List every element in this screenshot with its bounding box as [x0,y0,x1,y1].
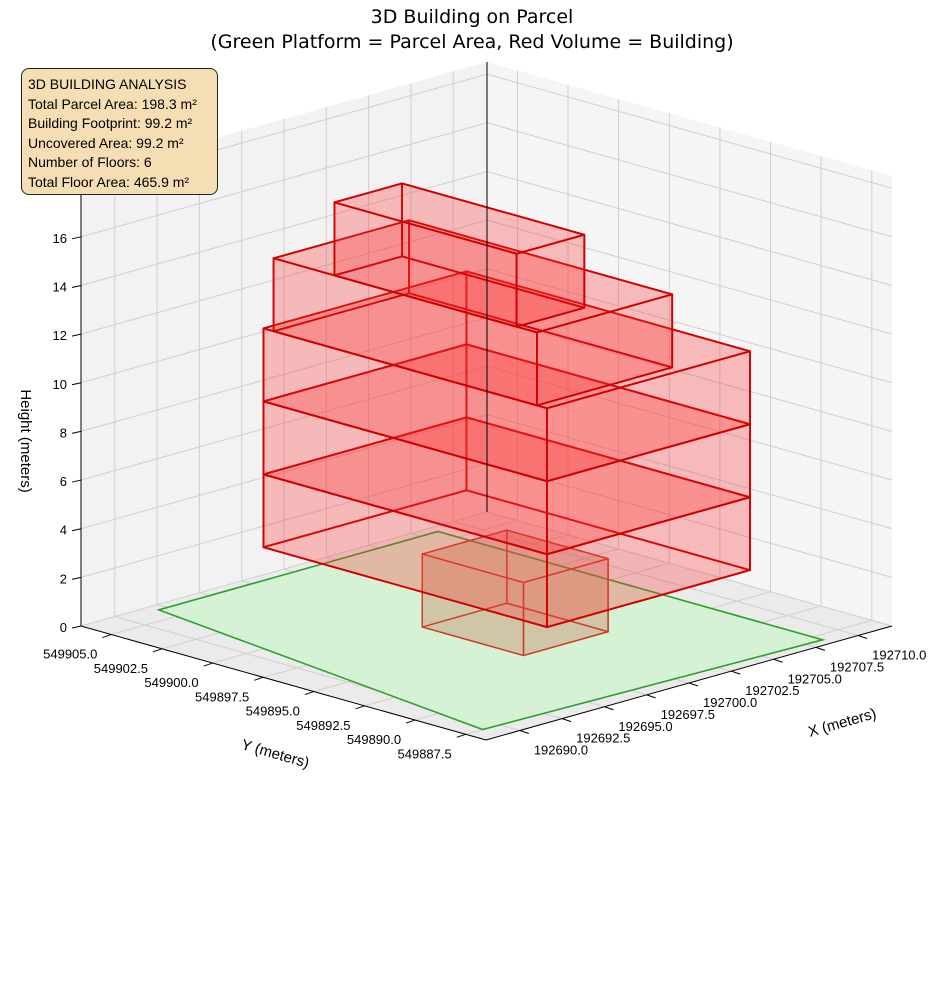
z-tick-label: 12 [53,328,67,343]
z-tick-label: 2 [60,571,67,586]
x-tick-label: 192690.0 [534,743,588,758]
x-tick [519,730,529,734]
parcel-platform [156,530,826,731]
x-tick-label: 192700.0 [703,695,757,710]
box-face [421,529,609,584]
y-tick [304,691,315,696]
z-tick-label: 8 [60,425,67,440]
z-tick [71,236,82,240]
z-tick [71,479,82,483]
y-tick [152,648,163,653]
chart-title: 3D Building on Parcel [370,6,574,28]
z-tick [71,576,82,580]
z-tick [71,625,82,629]
z-tick [71,284,82,288]
z-axis-label: Height (meters) [17,389,34,492]
info-heading: 3D BUILDING ANALYSIS [28,76,187,92]
z-tick-label: 16 [53,231,67,246]
y-axis-label: Y (meters) [239,736,311,772]
y-axis-line [80,625,487,741]
z-tick [71,382,82,386]
z-tick-label: 0 [60,620,67,635]
y-tick-label: 549887.5 [398,746,452,761]
axes-layer: 192690.0192692.5192695.0192697.5192700.0… [17,62,926,772]
x-tick-label: 192710.0 [872,648,926,663]
z-tick [71,430,82,434]
ground-floor-volume [421,529,609,657]
z-tick-label: 4 [60,523,67,538]
x-tick [858,635,868,639]
floor-volume-5 [333,182,586,328]
y-tick-label: 549897.5 [195,689,249,704]
z-tick [71,528,82,532]
x-axis-label: X (meters) [806,705,878,741]
info-line-parcel-area: Total Parcel Area: 198.3 m² [28,95,197,112]
y-tick [102,634,112,639]
z-tick-label: 10 [53,377,67,392]
building-layer [262,182,751,657]
box-face [333,182,586,255]
x-tick [731,670,741,675]
x-tick-label: 192707.5 [830,659,884,674]
y-tick-label: 549900.0 [144,675,198,690]
x-tick [646,694,656,699]
x-tick [604,706,614,711]
y-tick [254,676,264,681]
x-tick [773,658,783,663]
info-line-floor-area: Total Floor Area: 465.9 m² [28,173,190,190]
info-line-uncovered: Uncovered Area: 99.2 m² [28,134,184,151]
x-tick [561,718,572,723]
parcel-layer [156,530,826,731]
x-tick-label: 192705.0 [788,671,842,686]
y-tick-label: 549902.5 [94,661,148,676]
x-tick-label: 192695.0 [618,719,672,734]
chart-subtitle: (Green Platform = Parcel Area, Red Volum… [210,31,734,53]
x-tick-label: 192692.5 [576,731,630,746]
y-tick-label: 549895.0 [246,704,300,719]
y-tick [203,662,213,667]
x-tick [688,682,699,687]
z-tick-label: 14 [53,279,67,294]
y-tick-label: 549890.0 [347,732,401,747]
z-tick [71,333,82,337]
floor-volume-1 [262,416,751,628]
x-tick-label: 192702.5 [745,683,799,698]
y-tick [355,705,365,710]
floor-volume-3 [262,270,751,483]
y-tick [456,733,466,738]
y-tick-label: 549892.5 [296,718,350,733]
info-line-floors: Number of Floors: 6 [28,154,152,170]
analysis-info-box: 3D BUILDING ANALYSIS Total Parcel Area: … [21,68,218,195]
y-tick [405,719,416,724]
z-tick-label: 6 [60,474,67,489]
info-line-footprint: Building Footprint: 99.2 m² [28,115,193,131]
y-tick-label: 549905.0 [43,647,97,662]
x-tick [815,646,826,651]
back-pane-right [487,62,892,626]
x-tick-label: 192697.5 [661,707,715,722]
